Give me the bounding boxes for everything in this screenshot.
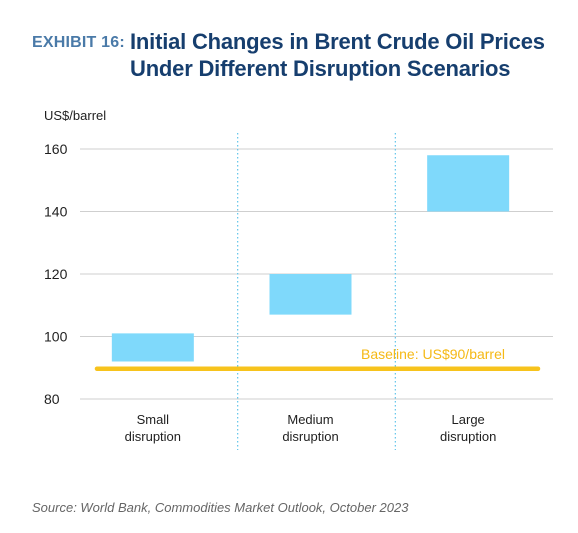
chart-title-line-2: Under Different Disruption Scenarios bbox=[130, 56, 511, 81]
exhibit-label: EXHIBIT 16: bbox=[32, 34, 125, 51]
y-tick-label-140: 140 bbox=[44, 204, 68, 220]
y-tick-label-120: 120 bbox=[44, 266, 68, 282]
chart-title-line-1: Initial Changes in Brent Crude Oil Price… bbox=[130, 29, 545, 54]
category-label-small-line-1: Small bbox=[137, 412, 170, 427]
y-axis-unit-label: US$/barrel bbox=[44, 108, 106, 123]
y-tick-label-80: 80 bbox=[44, 391, 60, 407]
category-label-medium-line-2: disruption bbox=[282, 429, 338, 444]
category-label-large-line-2: disruption bbox=[440, 429, 496, 444]
category-label-large-line-1: Large bbox=[452, 412, 485, 427]
category-label-small-line-2: disruption bbox=[125, 429, 181, 444]
range-bar-medium bbox=[269, 274, 352, 315]
baseline-label: Baseline: US$90/barrel bbox=[361, 346, 505, 362]
y-tick-label-100: 100 bbox=[44, 329, 68, 345]
chart-title: Initial Changes in Brent Crude Oil Price… bbox=[130, 28, 570, 82]
y-tick-label-160: 160 bbox=[44, 141, 68, 157]
source-note: Source: World Bank, Commodities Market O… bbox=[32, 500, 409, 515]
category-label-medium-line-1: Medium bbox=[287, 412, 333, 427]
range-bar-small bbox=[111, 333, 194, 362]
range-bar-large bbox=[427, 155, 510, 212]
